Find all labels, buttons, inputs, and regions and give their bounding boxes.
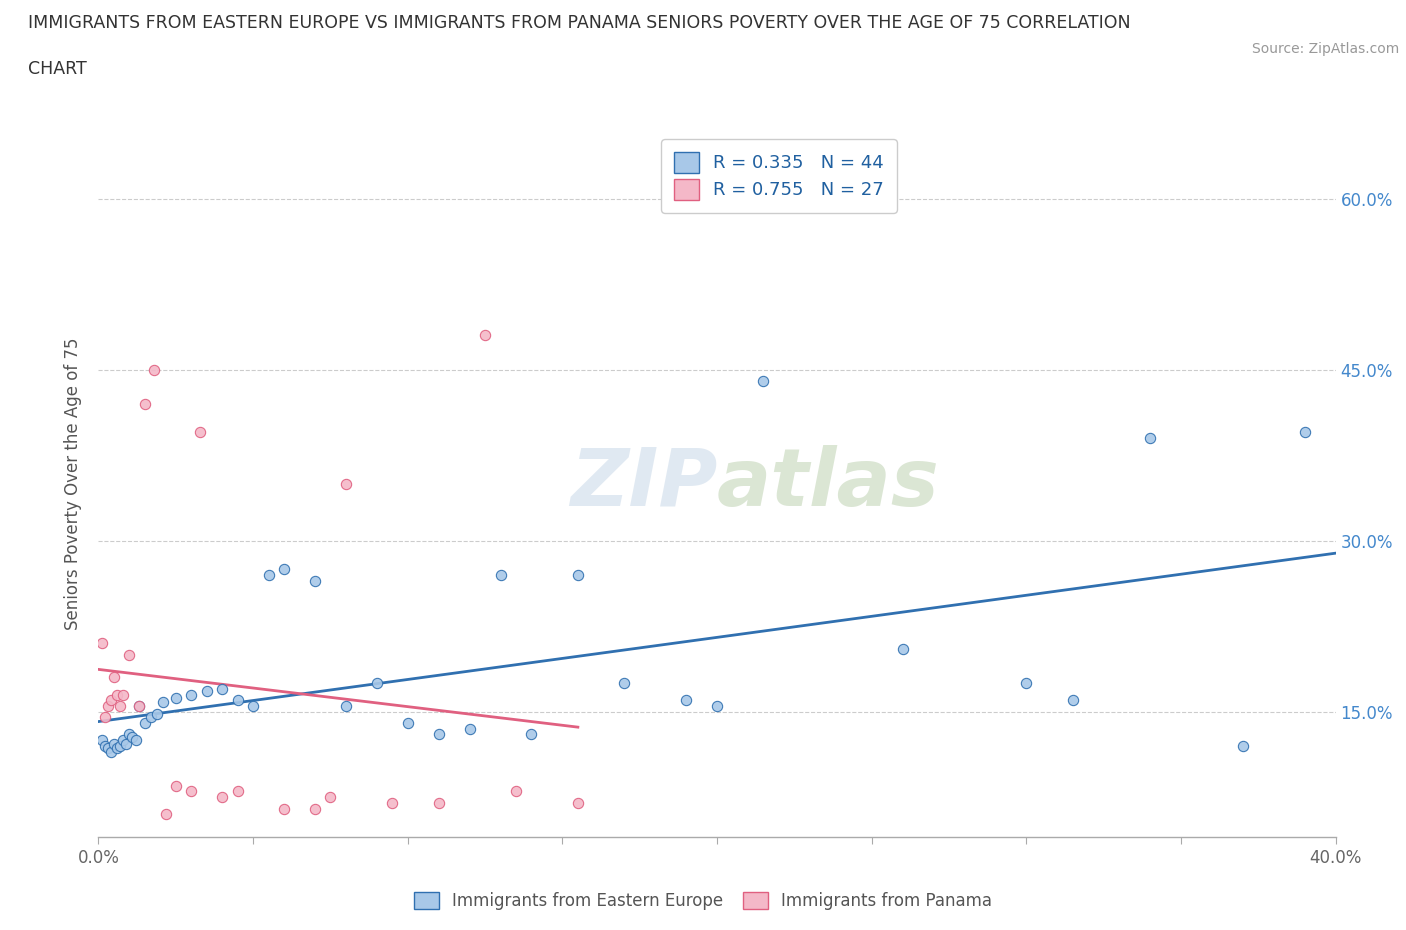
Legend: R = 0.335   N = 44, R = 0.755   N = 27: R = 0.335 N = 44, R = 0.755 N = 27 <box>661 140 897 213</box>
Point <box>112 733 135 748</box>
Point <box>155 806 177 821</box>
Point <box>165 690 187 705</box>
Point <box>1062 693 1084 708</box>
Text: Source: ZipAtlas.com: Source: ZipAtlas.com <box>1251 42 1399 56</box>
Point <box>226 693 249 708</box>
Point <box>134 715 156 730</box>
Point <box>90 733 112 748</box>
Point <box>273 562 295 577</box>
Point <box>143 362 166 377</box>
Point <box>180 687 202 702</box>
Point <box>505 784 527 799</box>
Point <box>335 698 357 713</box>
Point <box>103 670 125 684</box>
Point <box>105 740 128 755</box>
Point <box>165 778 187 793</box>
Point <box>675 693 697 708</box>
Point <box>128 698 150 713</box>
Point <box>105 687 128 702</box>
Point <box>396 715 419 730</box>
Point <box>118 647 141 662</box>
Point <box>1232 738 1254 753</box>
Point <box>100 744 122 759</box>
Text: IMMIGRANTS FROM EASTERN EUROPE VS IMMIGRANTS FROM PANAMA SENIORS POVERTY OVER TH: IMMIGRANTS FROM EASTERN EUROPE VS IMMIGR… <box>28 14 1130 32</box>
Point <box>474 328 496 343</box>
Point <box>108 738 131 753</box>
Text: CHART: CHART <box>28 60 87 78</box>
Point <box>211 790 233 804</box>
Point <box>93 738 115 753</box>
Point <box>103 736 125 751</box>
Point <box>112 687 135 702</box>
Point <box>242 698 264 713</box>
Text: atlas: atlas <box>717 445 939 523</box>
Point <box>190 425 212 440</box>
Point <box>335 476 357 491</box>
Point <box>891 642 914 657</box>
Point <box>134 396 156 411</box>
Point <box>1015 676 1038 691</box>
Point <box>211 682 233 697</box>
Point <box>146 707 169 722</box>
Point <box>366 676 388 691</box>
Y-axis label: Seniors Poverty Over the Age of 75: Seniors Poverty Over the Age of 75 <box>65 338 83 630</box>
Point <box>567 795 589 810</box>
Point <box>97 740 120 755</box>
Point <box>752 374 775 389</box>
Point <box>381 795 404 810</box>
Point <box>257 567 280 582</box>
Point <box>520 727 543 742</box>
Point <box>706 698 728 713</box>
Point <box>304 801 326 816</box>
Point <box>152 695 174 710</box>
Point <box>124 733 146 748</box>
Point <box>458 722 481 737</box>
Point <box>273 801 295 816</box>
Point <box>304 573 326 588</box>
Point <box>427 727 450 742</box>
Point <box>139 710 162 724</box>
Point <box>90 636 112 651</box>
Point <box>180 784 202 799</box>
Point <box>93 710 115 724</box>
Point <box>613 676 636 691</box>
Point <box>567 567 589 582</box>
Point <box>489 567 512 582</box>
Point <box>319 790 342 804</box>
Point <box>108 698 131 713</box>
Text: ZIP: ZIP <box>569 445 717 523</box>
Point <box>195 684 218 698</box>
Point <box>1294 425 1316 440</box>
Point <box>118 727 141 742</box>
Point <box>427 795 450 810</box>
Point <box>1139 431 1161 445</box>
Legend: Immigrants from Eastern Europe, Immigrants from Panama: Immigrants from Eastern Europe, Immigran… <box>406 885 1000 917</box>
Point <box>226 784 249 799</box>
Point <box>97 698 120 713</box>
Point <box>121 729 143 744</box>
Point <box>128 698 150 713</box>
Point <box>115 736 138 751</box>
Point <box>100 693 122 708</box>
